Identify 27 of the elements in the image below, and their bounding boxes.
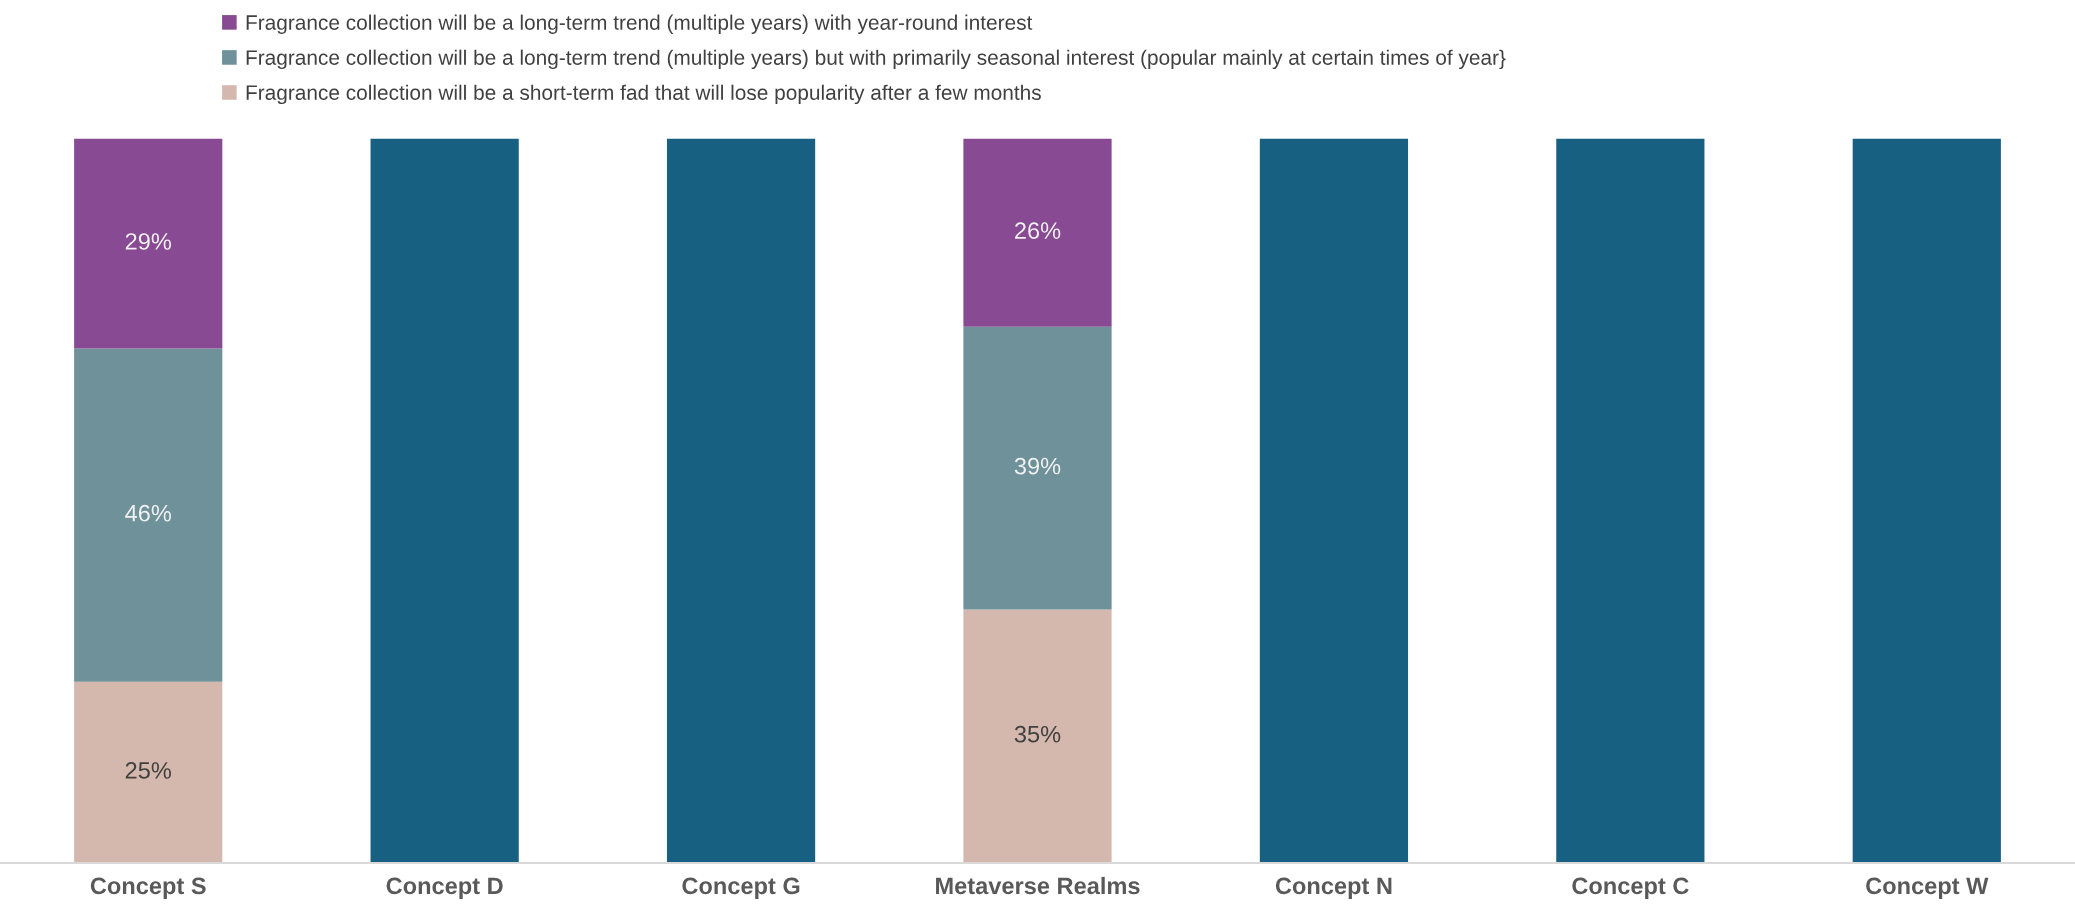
legend-label: Fragrance collection will be a long-term trend (multiple years) with year-round interest — [246, 14, 1033, 34]
bar — [963, 609, 1112, 864]
data-label: 29% — [125, 233, 171, 250]
legend-label: Fragrance collection will be a short-term fad that will lose popularity after a few months — [246, 84, 1041, 105]
x-tick-label: Concept W — [1866, 877, 1989, 899]
data-label: 46% — [125, 504, 171, 522]
x-tick-label: Concept N — [1275, 877, 1392, 899]
data-label: 26% — [1015, 222, 1061, 239]
bar — [963, 326, 1112, 610]
x-tick-label: Concept G — [682, 877, 800, 899]
x-tick-label: Concept C — [1572, 877, 1689, 899]
data-label: 39% — [1014, 457, 1061, 475]
bar — [666, 138, 816, 864]
bar — [74, 348, 223, 682]
bar — [1556, 138, 1705, 864]
data-label: 25% — [125, 762, 171, 779]
legend-label: Fragrance collection will be a long-term trend (multiple years) but with primarily seasonal interest (popular mainly at certain times of year} — [246, 49, 1506, 70]
x-tick-label: Concept D — [386, 877, 503, 899]
bar — [1259, 138, 1409, 864]
x-tick-label: Concept S — [90, 877, 206, 899]
data-label: 35% — [1014, 725, 1061, 743]
bar — [963, 138, 1112, 327]
x-tick-label: Metaverse Realms — [936, 876, 1140, 895]
bar — [370, 138, 519, 864]
bar — [74, 681, 223, 864]
bar — [1852, 138, 2001, 864]
bar — [74, 138, 223, 349]
